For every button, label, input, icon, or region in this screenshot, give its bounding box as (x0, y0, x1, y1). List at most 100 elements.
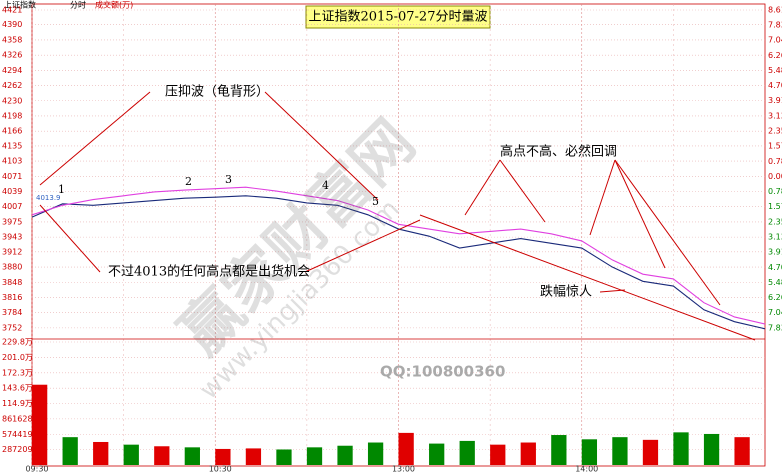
volume-bar (337, 445, 353, 465)
volume-bar (612, 437, 628, 465)
y-tick-label: 4007 (2, 202, 22, 211)
y-tick-label: 3943 (2, 233, 22, 242)
annotation: 高点不高、必然回调 (500, 144, 617, 160)
y2-tick-label: 0.78% (768, 157, 782, 166)
volume-bar (581, 439, 598, 465)
volume-bar (734, 437, 750, 465)
y2-tick-label: 2.35% (768, 126, 782, 135)
y-tick-label: 4198 (2, 111, 22, 120)
y2-tick-label: 2.35% (768, 217, 782, 226)
point-label: 5 (372, 195, 379, 208)
y-tick-label: 4135 (2, 141, 22, 150)
y2-tick-label: 8.61% (768, 5, 782, 14)
price-tag: 4013.9 (36, 194, 61, 202)
x-tick-label: 10:30 (209, 465, 232, 473)
y-tick-label: 4326 (2, 51, 22, 60)
y2-tick-label: 7.83% (768, 20, 782, 29)
arrow (464, 159, 501, 216)
y2-tick-label: 3.13% (768, 111, 782, 120)
volume-bar (184, 447, 200, 465)
arrow (39, 204, 101, 273)
y-tick-label: 201.0万 (2, 353, 33, 362)
annotation: 跌幅惊人 (540, 284, 592, 300)
y-tick-label: 4421 (2, 6, 22, 15)
y2-tick-label: 3.91% (768, 96, 782, 105)
x-tick-label: 09:30 (25, 465, 48, 473)
y2-tick-label: 7.83% (768, 323, 782, 332)
y2-tick-label: 3.13% (768, 232, 782, 241)
y-tick-label: 114.9万 (2, 399, 33, 408)
series-line (31, 195, 766, 330)
volume-bar (306, 447, 323, 465)
x-tick-label: 14:00 (575, 465, 598, 473)
arrow (264, 91, 379, 201)
volume-bar (551, 435, 567, 465)
y2-tick-label: 3.91% (768, 248, 782, 257)
volume-bar (154, 446, 170, 465)
y2-tick-label: 6.26% (768, 51, 782, 60)
y-tick-label: 4039 (2, 187, 22, 196)
y-tick-label: 3752 (2, 323, 22, 332)
volume-bar (520, 442, 536, 465)
y-tick-label: 3816 (2, 293, 22, 302)
y2-tick-label: 4.70% (768, 263, 782, 272)
chart-title: 上证指数2015-07-27分时量波 (309, 10, 488, 25)
y-tick-label: 3975 (2, 217, 22, 226)
y2-tick-label: 4.70% (768, 81, 782, 90)
y2-tick-label: 5.48% (768, 66, 782, 75)
y-tick-label: 3912 (2, 247, 22, 256)
title-box (305, 5, 491, 29)
volume-bar (703, 433, 720, 465)
index-label: 上证指数 (4, 0, 36, 10)
arrows (39, 91, 756, 341)
arrow (614, 159, 666, 269)
arrow (614, 159, 721, 306)
volume-bar (367, 442, 384, 465)
y2-tick-label: 0.00% (768, 172, 782, 181)
arrow (589, 159, 616, 236)
y-tick-label: 574419 (2, 430, 33, 439)
y-tick-label: 3784 (2, 308, 22, 317)
y-tick-label: 4230 (2, 96, 22, 105)
y-tick-label: 4166 (2, 127, 22, 136)
arrow (39, 91, 151, 186)
y2-tick-label: 5.48% (768, 278, 782, 287)
volume-bar (215, 448, 231, 465)
y-tick-label: 4294 (2, 66, 22, 75)
y-tick-label: 4358 (2, 35, 22, 44)
y2-tick-label: 7.04% (768, 36, 782, 45)
point-label: 2 (185, 175, 192, 188)
volume-bar (459, 440, 475, 465)
watermark-qq: QQ:100800360 (380, 363, 505, 381)
point-label: 4 (322, 179, 329, 192)
y-tick-label: 3880 (2, 263, 22, 272)
y-tick-label: 287209 (2, 445, 33, 454)
arrow (304, 219, 421, 273)
y-tick-label: 4071 (2, 172, 22, 181)
x-tick-label: 13:00 (392, 465, 415, 473)
annotation: 不过4013的任何高点都是出货机会 (108, 264, 310, 280)
volume-bar (398, 432, 414, 465)
point-label: 1 (58, 183, 65, 196)
volume-bar (62, 437, 78, 465)
point-label: 3 (225, 173, 232, 186)
y-tick-label: 4262 (2, 81, 22, 90)
volume-bar (673, 432, 689, 465)
volume-bar (276, 449, 292, 465)
y-tick-label: 4390 (2, 20, 22, 29)
volume-bar (32, 384, 48, 465)
volume-bar (123, 444, 139, 465)
y2-tick-label: 7.04% (768, 308, 782, 317)
y-tick-label: 172.3万 (2, 368, 33, 377)
y-tick-label: 143.6万 (2, 384, 33, 393)
series-line (31, 186, 766, 325)
volume-bar (490, 444, 506, 465)
volume-bar (93, 441, 109, 465)
y-tick-label: 3848 (2, 278, 22, 287)
annotation: 压抑波（龟背形） (165, 85, 269, 100)
volume-bar (429, 443, 445, 465)
arrow (499, 159, 546, 223)
y-tick-label: 229.8万 (2, 338, 33, 347)
mode-label: 分时 (70, 0, 86, 10)
